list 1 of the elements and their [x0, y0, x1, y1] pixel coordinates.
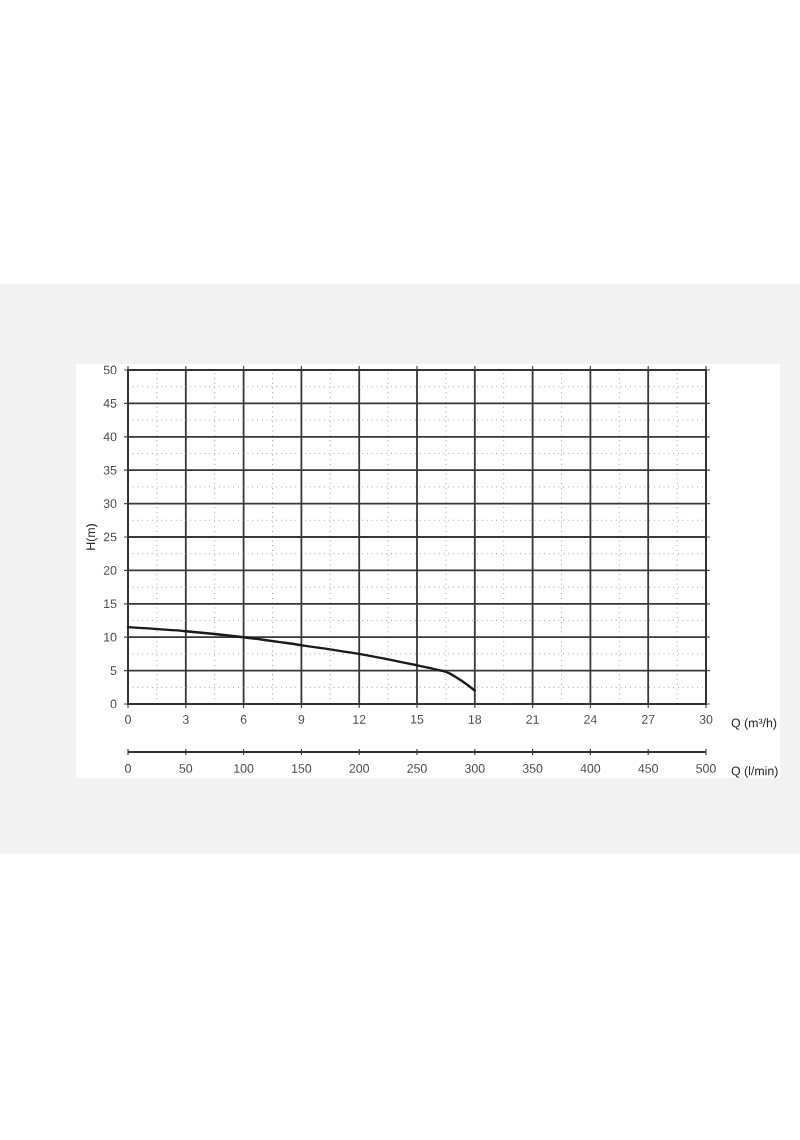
line-series: [126, 625, 476, 692]
